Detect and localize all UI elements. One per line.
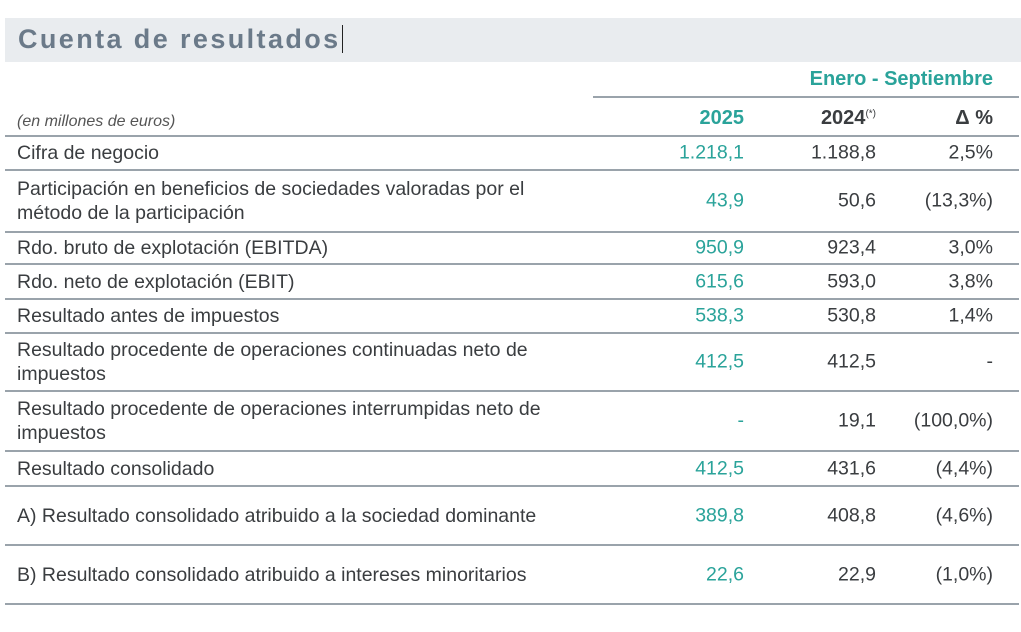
title-text: Cuenta de resultados [18, 24, 341, 54]
table-row: Rdo. neto de explotación (EBIT) 615,6 59… [5, 265, 1019, 300]
row-label: Resultado antes de impuestos [17, 305, 280, 327]
value-delta: 3,8% [948, 270, 993, 292]
footnote-mark: (*) [865, 108, 876, 120]
value-2024: 50,6 [838, 189, 876, 212]
table-row: Resultado antes de impuestos 538,3 530,8… [5, 300, 1019, 334]
value-2024: 530,8 [827, 304, 876, 327]
row-label: Cifra de negocio [17, 142, 160, 164]
value-2025: 43,9 [706, 189, 744, 212]
table-row: Cifra de negocio 1.218,1 1.188,8 2,5% [5, 137, 1019, 171]
value-2025: 615,6 [695, 270, 744, 292]
row-label: Participación en beneficios de sociedade… [17, 178, 525, 224]
value-2025: - [737, 409, 745, 432]
table-row: Rdo. bruto de explotación (EBITDA) 950,9… [5, 233, 1019, 265]
row-label: Resultado procedente de operaciones cont… [17, 339, 528, 385]
table-row: Resultado procedente de operaciones inte… [5, 392, 1019, 452]
period-divider [593, 96, 1019, 98]
table-row: Resultado procedente de operaciones cont… [5, 334, 1019, 392]
value-delta: - [986, 350, 994, 373]
value-delta: (4,6%) [935, 504, 993, 526]
period-header: Enero - Septiembre [809, 68, 993, 90]
value-delta: (13,3%) [924, 189, 993, 212]
value-2025: 412,5 [695, 457, 744, 479]
row-label: A) Resultado consolidado atribuido a la … [17, 504, 537, 527]
value-2025: 538,3 [695, 304, 744, 327]
value-delta: (100,0%) [913, 409, 993, 432]
value-2024: 412,5 [827, 350, 876, 373]
table-header: (en millones de euros) 2025 2024(*) Δ % [5, 104, 1019, 137]
value-delta: (4,4%) [935, 457, 993, 479]
value-2025: 389,8 [695, 504, 744, 526]
text-cursor [341, 25, 343, 53]
row-label: Rdo. bruto de explotación (EBITDA) [17, 237, 329, 259]
row-label: Resultado procedente de operaciones inte… [17, 398, 541, 444]
row-label: Resultado consolidado [17, 457, 215, 480]
table-row: B) Resultado consolidado atribuido a int… [5, 546, 1019, 605]
value-delta: 3,0% [948, 236, 993, 259]
value-delta: 1,4% [948, 304, 993, 327]
col-delta: Δ % [955, 107, 993, 129]
col-2024-label: 2024 [820, 107, 866, 129]
row-label: B) Resultado consolidado atribuido a int… [17, 563, 527, 586]
value-2025: 412,5 [695, 350, 744, 373]
title-bar: Cuenta de resultados [5, 18, 1021, 62]
value-2024: 431,6 [827, 457, 876, 479]
col-2025: 2025 [699, 107, 745, 129]
table-body: Cifra de negocio 1.218,1 1.188,8 2,5% Par… [5, 137, 1019, 605]
value-2025: 22,6 [706, 563, 744, 585]
row-label: Rdo. neto de explotación (EBIT) [17, 270, 295, 293]
table-row: A) Resultado consolidado atribuido a la … [5, 487, 1019, 546]
value-2024: 923,4 [827, 236, 876, 259]
value-2024: 22,9 [838, 563, 876, 585]
value-2024: 408,8 [827, 504, 876, 526]
value-delta: 2,5% [948, 141, 993, 164]
page-title[interactable]: Cuenta de resultados [18, 24, 343, 55]
value-2025: 1.218,1 [678, 141, 744, 164]
value-delta: (1,0%) [935, 563, 993, 585]
value-2025: 950,9 [695, 236, 744, 259]
table-row: Participación en beneficios de sociedade… [5, 171, 1019, 233]
value-2024: 19,1 [838, 409, 876, 432]
units-label: (en millones de euros) [17, 113, 176, 130]
value-2024: 1.188,8 [810, 141, 876, 164]
col-2024: 2024(*) [821, 107, 876, 130]
table-row: Resultado consolidado 412,5 431,6 (4,4%) [5, 452, 1019, 487]
value-2024: 593,0 [827, 270, 876, 292]
